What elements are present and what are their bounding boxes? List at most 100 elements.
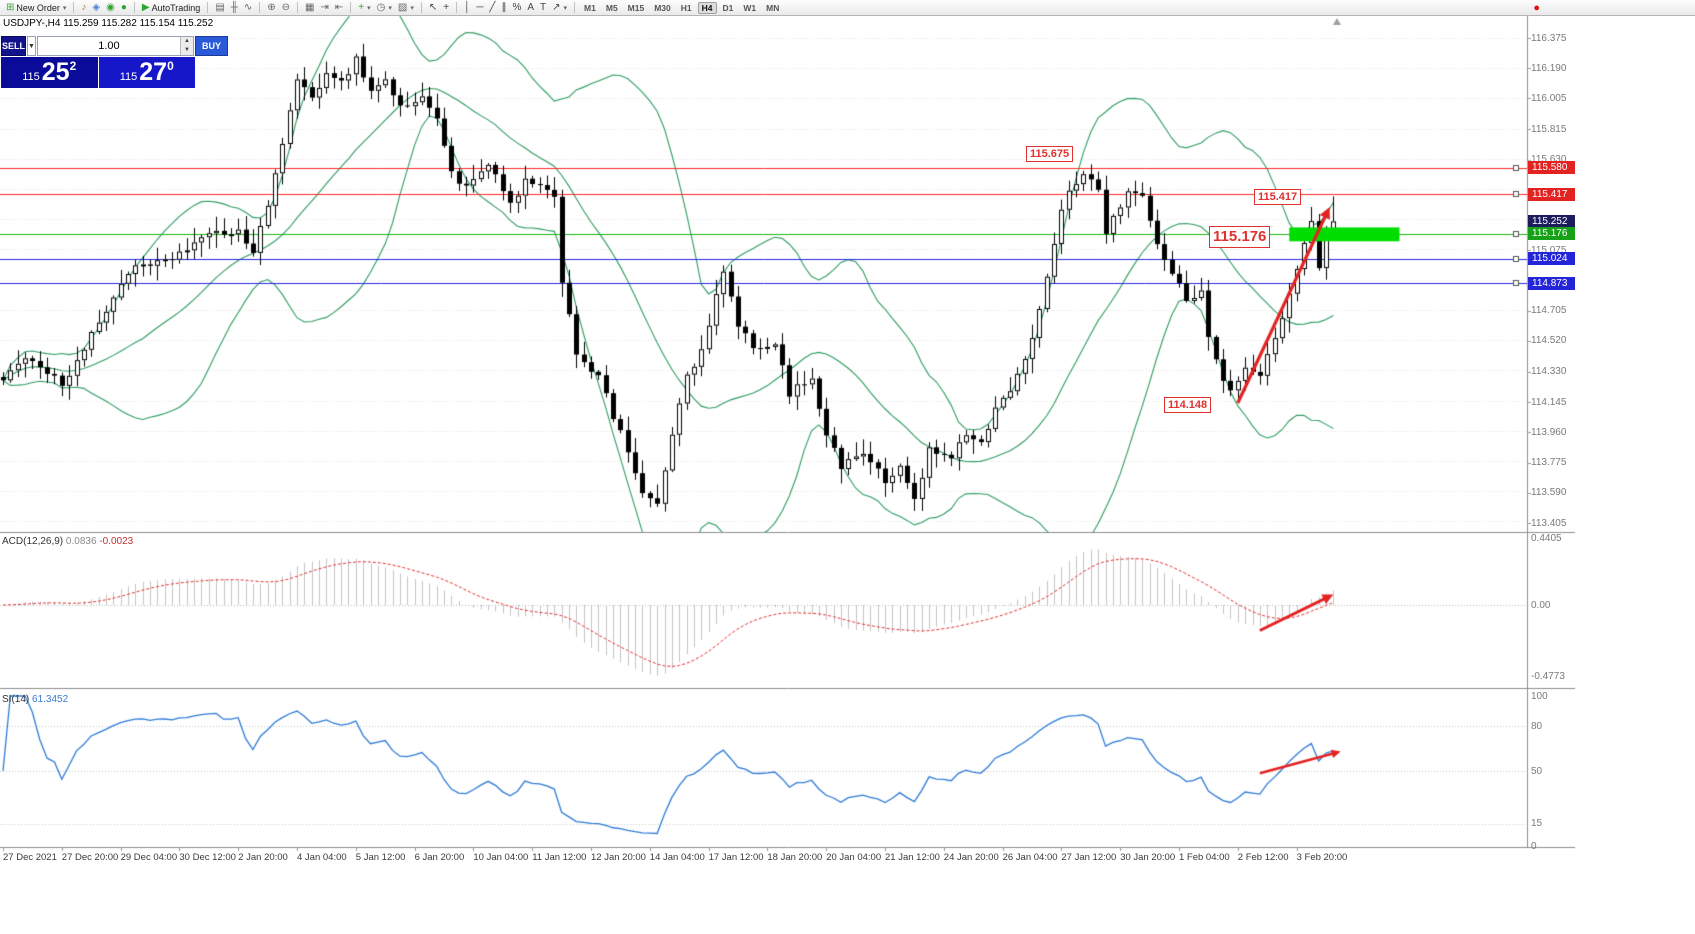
timeframe-m15-button[interactable]: M15	[627, 2, 645, 13]
chart-shift-button[interactable]: ⇤	[332, 1, 346, 15]
horizontal-line-icon: ─	[476, 1, 484, 13]
vertical-line-button[interactable]: │	[461, 1, 473, 15]
trade-panel-controls: SELL ▼ ▲ ▼ BUY	[1, 36, 228, 56]
candlestick-chart-button[interactable]: ╫	[228, 1, 241, 15]
price-tag: 115.252	[1528, 214, 1575, 228]
price-tick-label: 113.590	[1531, 487, 1567, 499]
rsi-tick-label: 50	[1531, 765, 1543, 777]
timeframe-h1-button[interactable]: H1	[680, 2, 692, 13]
price-tick-label: 115.630	[1531, 154, 1567, 166]
new-order-button[interactable]: ⊞ New Order ▾	[3, 1, 69, 15]
price-tick-label: 114.520	[1531, 335, 1567, 347]
chevron-down-icon: ▾	[410, 4, 414, 12]
market-depth-icon: ◉	[106, 1, 115, 13]
price-annotation[interactable]: 115.417	[1254, 189, 1302, 206]
timeframe-mn-button[interactable]: MN	[766, 2, 780, 13]
timeframe-m1-button[interactable]: M1	[584, 2, 596, 13]
tile-windows-button[interactable]: ▦	[302, 1, 317, 15]
timeframe-d1-button[interactable]: D1	[722, 2, 734, 13]
chevron-down-icon: ▼	[28, 42, 35, 50]
new-order-icon: ⊞	[6, 1, 15, 13]
time-tick-label: 30 Dec 12:00	[179, 852, 236, 863]
sell-button[interactable]: SELL	[1, 36, 27, 56]
price-tag: 115.176	[1528, 227, 1575, 241]
price-tick-label: 115.075	[1531, 244, 1567, 256]
equidistant-channel-button[interactable]: ∥	[498, 1, 509, 15]
trade-panel-prices: 115 25 2 115 27 0	[1, 57, 195, 88]
time-tick-label: 20 Jan 04:00	[826, 852, 882, 863]
price-annotation[interactable]: 114.148	[1164, 397, 1212, 414]
time-tick-label: 14 Jan 04:00	[649, 852, 705, 863]
timeframe-m5-button[interactable]: M5	[605, 2, 618, 13]
time-tick-label: 5 Jan 12:00	[355, 852, 406, 863]
time-tick-label: 18 Jan 20:00	[767, 852, 823, 863]
toolbar-separator	[259, 2, 261, 13]
macd-tick-label: 0.4405	[1531, 533, 1562, 545]
cursor-button[interactable]: ↖	[426, 1, 440, 15]
templates-icon: ▨	[397, 1, 408, 13]
volume-increase-button[interactable]: ▲	[180, 37, 193, 46]
news-button[interactable]: ◈	[89, 1, 103, 15]
time-tick-label: 27 Jan 12:00	[1061, 852, 1117, 863]
text-button[interactable]: A	[524, 1, 537, 15]
autotrading-button[interactable]: ▶ AutoTrading	[139, 1, 203, 15]
horizontal-line-button[interactable]: ─	[473, 1, 486, 15]
line-chart-button[interactable]: ∿	[241, 1, 255, 15]
bar-chart-button[interactable]: ▤	[212, 1, 227, 15]
volume-input[interactable]	[37, 37, 180, 55]
buy-button[interactable]: BUY	[194, 36, 228, 56]
zoom-out-button[interactable]: ⊖	[279, 1, 293, 15]
time-tick-label: 1 Feb 04:00	[1179, 852, 1230, 863]
red-status-icon[interactable]: ●	[1533, 1, 1540, 14]
volume-decrease-button[interactable]: ▼	[180, 46, 193, 55]
vertical-line-icon: │	[464, 1, 471, 13]
price-tick-label: 114.145	[1531, 396, 1567, 408]
rsi-name: SI(14)	[2, 694, 30, 705]
line-chart-icon: ∿	[243, 1, 253, 13]
price-tick-label: 113.775	[1531, 457, 1567, 469]
text-label-icon: T	[540, 1, 547, 13]
news-icon: ◈	[92, 1, 101, 13]
cursor-icon: ↖	[428, 1, 438, 13]
trendline-button[interactable]: ╱	[486, 1, 498, 15]
timeframe-w1-button[interactable]: W1	[743, 2, 757, 13]
fibonacci-retracement-icon: %	[512, 1, 522, 13]
periods-button[interactable]: ◷ ▾	[374, 1, 395, 15]
bar-chart-icon: ▤	[215, 1, 225, 13]
order-type-dropdown[interactable]: ▼	[27, 36, 36, 56]
text-label-button[interactable]: T	[537, 1, 549, 15]
time-tick-label: 10 Jan 04:00	[473, 852, 529, 863]
auto-scroll-button[interactable]: ⇥	[317, 1, 331, 15]
indicators-icon: +	[358, 1, 365, 13]
indicators-button[interactable]: + ▾	[355, 1, 373, 15]
buy-price[interactable]: 115 27 0	[98, 57, 195, 88]
macd-tick-label: 0.00	[1531, 599, 1551, 611]
auto-scroll-icon: ⇥	[320, 1, 329, 13]
one-click-trading-panel: SELL ▼ ▲ ▼ BUY 115 25 2 115 27 0	[1, 36, 228, 88]
text-icon: A	[527, 1, 535, 13]
time-tick-label: 4 Jan 04:00	[297, 852, 347, 863]
sell-price[interactable]: 115 25 2	[1, 57, 98, 88]
volume-box: ▲ ▼	[36, 36, 194, 56]
macd-name: ACD(12,26,9)	[2, 536, 64, 547]
fibonacci-retracement-button[interactable]: %	[509, 1, 524, 15]
chevron-down-icon: ▾	[62, 4, 67, 12]
equidistant-channel-icon: ∥	[501, 1, 507, 13]
alerts-icon: ♪	[81, 1, 87, 13]
crosshair-button[interactable]: +	[440, 1, 452, 15]
signals-button[interactable]: ●	[118, 1, 130, 15]
price-annotation[interactable]: 115.176	[1209, 226, 1271, 248]
price-annotation[interactable]: 115.675	[1026, 146, 1074, 163]
time-tick-label: 27 Dec 2021	[3, 852, 57, 863]
toolbar: ⊞ New Order ▾ ♪ ◈ ◉ ● ▶ AutoTrading ▤ ╫ ∿ ⊕ ⊖ ▦ ⇥ ⇤ + ▾ ◷ ▾ ▨…	[0, 0, 1695, 16]
price-tick-label: 116.375	[1531, 32, 1567, 44]
timeframe-h4-button[interactable]: H4	[697, 1, 717, 14]
market-depth-button[interactable]: ◉	[103, 1, 118, 15]
zoom-in-button[interactable]: ⊕	[264, 1, 278, 15]
timeframe-m30-button[interactable]: M30	[654, 2, 671, 13]
templates-button[interactable]: ▨ ▾	[395, 1, 417, 15]
arrows-button[interactable]: ↗ ▾	[549, 1, 570, 15]
price-tick-label: 114.705	[1531, 305, 1567, 317]
alerts-button[interactable]: ♪	[78, 1, 89, 15]
